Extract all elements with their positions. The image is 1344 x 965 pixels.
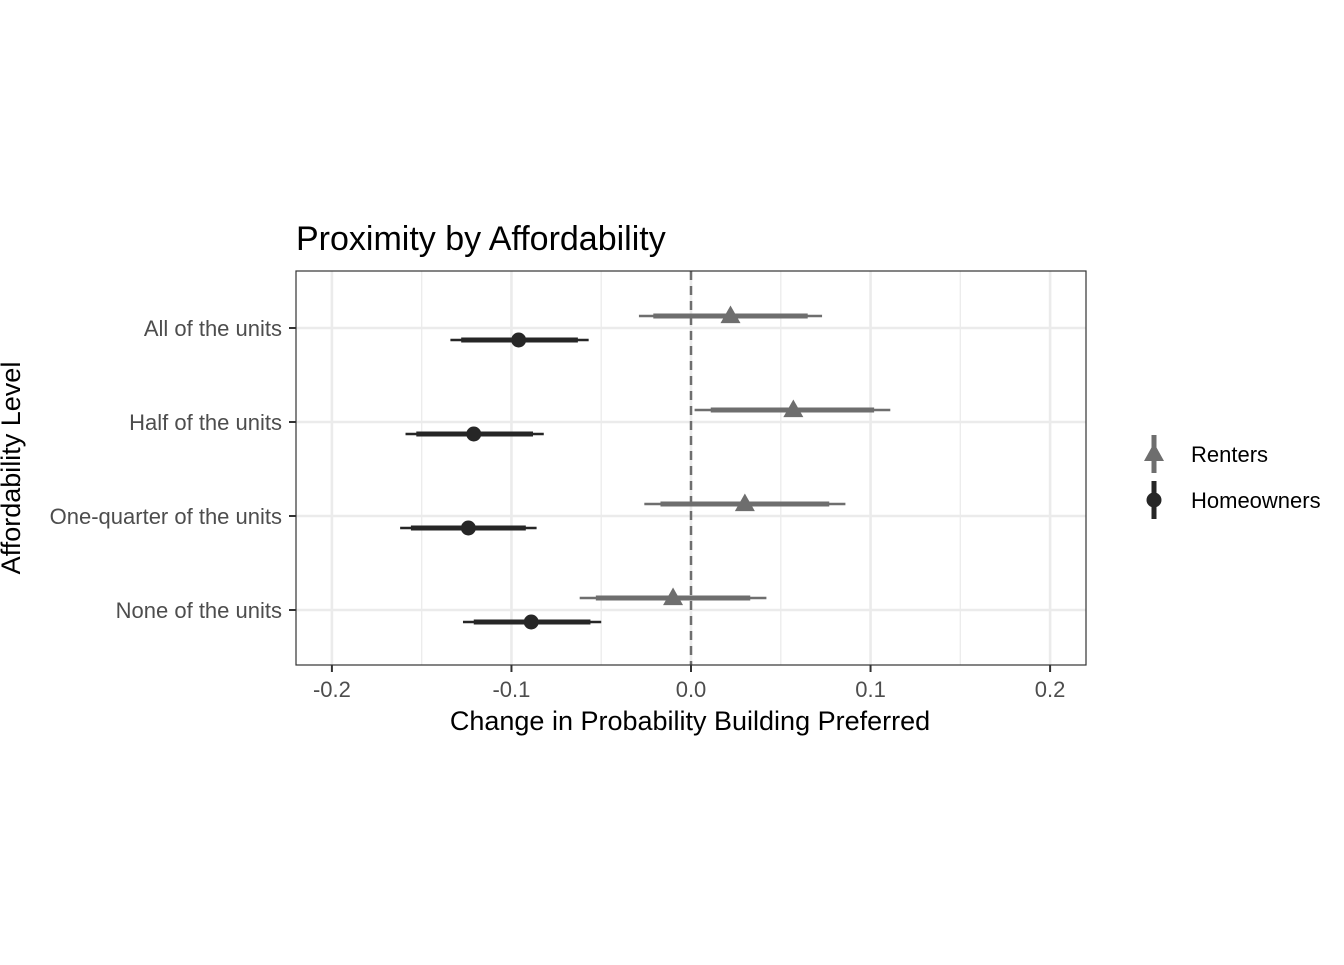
point-marker-homeowners: [466, 426, 482, 442]
point-estimates: [460, 305, 804, 630]
point-marker-renters: [734, 493, 755, 512]
y-tick-label: None of the units: [116, 598, 282, 623]
point-marker-homeowners: [511, 332, 527, 348]
x-axis: -0.2 -0.1 0.0 0.1 0.2: [313, 665, 1065, 702]
x-tick-label: -0.2: [313, 677, 351, 702]
point-marker-renters: [783, 399, 804, 418]
y-tick-label: One-quarter of the units: [50, 504, 282, 529]
x-tick-label: -0.1: [492, 677, 530, 702]
legend: Renters Homeowners: [1144, 435, 1321, 519]
legend-label-renters: Renters: [1191, 442, 1268, 467]
y-tick-label: Half of the units: [129, 410, 282, 435]
legend-key-marker-homeowners: [1146, 492, 1162, 508]
point-marker-renters: [663, 587, 684, 606]
x-tick-label: 0.2: [1035, 677, 1066, 702]
y-axis: All of the units Half of the units One-qua…: [50, 316, 296, 623]
x-tick-label: 0.0: [676, 677, 707, 702]
point-marker-renters: [720, 305, 741, 324]
y-axis-title: Affordability Level: [0, 362, 26, 575]
legend-key-marker-renters: [1144, 443, 1164, 461]
y-tick-label: All of the units: [144, 316, 282, 341]
x-tick-label: 0.1: [855, 677, 886, 702]
point-marker-homeowners: [523, 614, 539, 630]
x-axis-title: Change in Probability Building Preferred: [450, 706, 930, 736]
point-marker-homeowners: [460, 520, 476, 536]
chart-title: Proximity by Affordability: [296, 220, 666, 258]
legend-label-homeowners: Homeowners: [1191, 488, 1321, 513]
